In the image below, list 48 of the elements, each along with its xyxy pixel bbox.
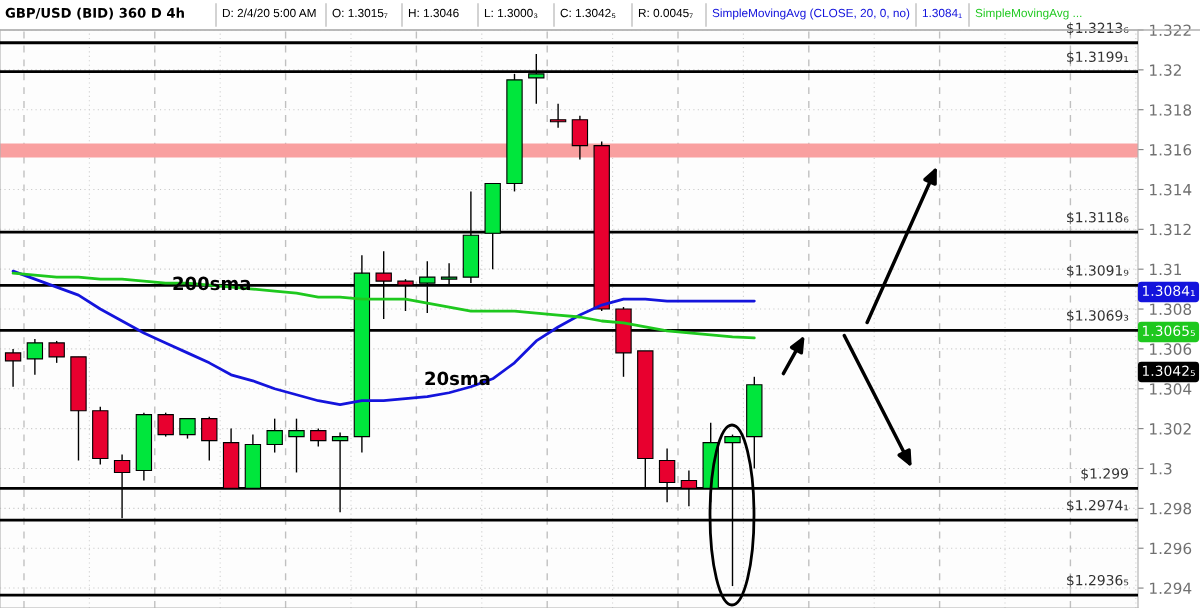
y-tick-label: 1.316	[1150, 144, 1192, 156]
ref-line-label: $1.3091₉	[1067, 264, 1129, 278]
y-tick-label: 1.312	[1150, 223, 1191, 236]
ref-line-label: $1.3213₆	[1067, 22, 1129, 35]
y-tick-label: 1.296	[1150, 542, 1192, 555]
text: H: 1.3046	[408, 8, 459, 18]
y-tick-label: 1.302	[1150, 423, 1191, 435]
ref-line-label: $1.2974₁	[1067, 499, 1129, 513]
line-series	[11, 271, 756, 340]
text: 1.3084₁	[1142, 285, 1195, 297]
annotation: 20sma	[425, 371, 490, 386]
candlestick	[549, 103, 567, 129]
candlestick	[4, 348, 22, 388]
y-tick-label: 1.32	[1150, 64, 1181, 76]
candlestick	[201, 415, 218, 462]
ref-line-label: $1.3199₁	[1067, 51, 1129, 64]
y-tick-label: 1.318	[1150, 104, 1192, 116]
y-tick-label: 1.298	[1150, 502, 1192, 515]
text: L: 1.3000₃	[484, 8, 538, 19]
candlestick	[288, 417, 305, 474]
text: C: 1.3042₅	[560, 8, 616, 19]
ref-line-label: $1.2936₅	[1067, 574, 1129, 588]
text: 1.3065₅	[1142, 325, 1195, 337]
y-tick-label: 1.31	[1150, 263, 1182, 276]
y-tick-label: 1.3	[1150, 462, 1172, 475]
text: SimpleMovingAvg ...	[975, 8, 1082, 20]
chart-title: GBP/USD (BID) 360 D 4h	[5, 7, 184, 20]
candlestick	[48, 340, 65, 364]
candlestick	[26, 338, 44, 376]
ref-line-label: $1.299	[1081, 468, 1128, 481]
line-series	[11, 269, 756, 407]
y-tick-label: 1.308	[1150, 303, 1192, 316]
text: D: 2/4/20 5:00 AM	[222, 8, 316, 18]
text: R: 0.0045₇	[638, 8, 693, 19]
candlestick	[266, 417, 283, 454]
y-tick-label: 1.322	[1150, 24, 1191, 37]
candlestick	[179, 417, 196, 440]
text: O: 1.3015₇	[332, 8, 388, 19]
candlestick	[157, 411, 174, 438]
text: 1.3084₁	[922, 8, 962, 19]
y-tick-label: 1.304	[1150, 383, 1192, 395]
y-tick-label: 1.314	[1150, 183, 1192, 196]
text: 1.3042₅	[1142, 365, 1195, 377]
y-tick-label: 1.294	[1150, 582, 1192, 595]
text: SimpleMovingAvg (CLOSE, 20, 0, no)	[712, 8, 910, 20]
y-tick-label: 1.306	[1150, 343, 1192, 355]
ref-line-label: $1.3118₆	[1067, 211, 1129, 225]
ref-line-label: $1.3069₃	[1067, 309, 1129, 323]
